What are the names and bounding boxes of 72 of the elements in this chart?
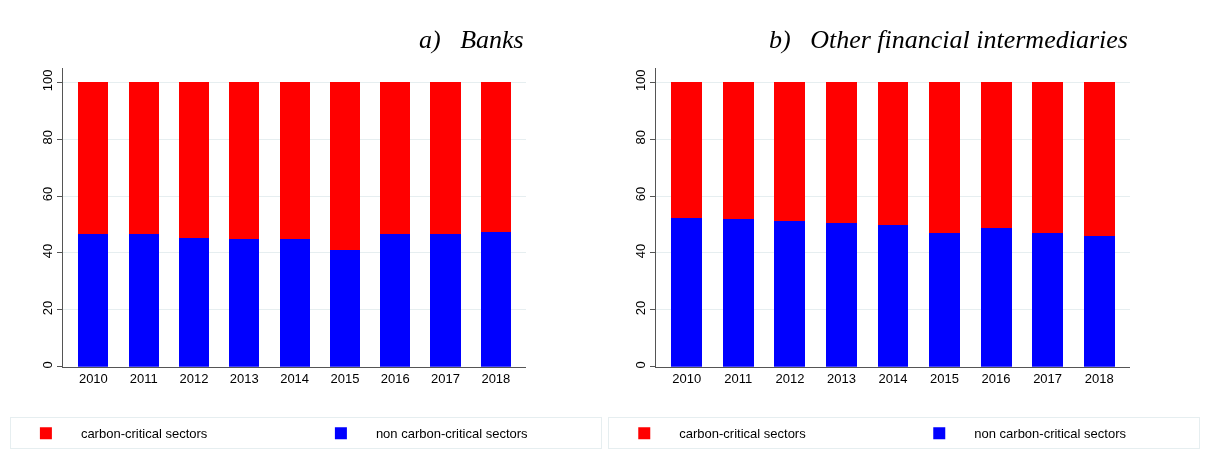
bar [78, 233, 109, 367]
y-tick-label: 60 [39, 186, 55, 202]
bar [128, 234, 159, 367]
x-tick-label: 2017 [1033, 371, 1063, 387]
y-tick-label: 20 [39, 300, 55, 316]
bar [774, 220, 806, 367]
chart-title: b) Other financial intermediaries [769, 25, 1128, 54]
bar [380, 234, 411, 367]
y-tick-label: 40 [632, 243, 648, 259]
legend-label: non carbon-critical sectors [375, 426, 529, 442]
y-tick-label: 80 [39, 129, 55, 145]
bar [825, 82, 857, 224]
bar [722, 218, 754, 367]
x-tick-label: 2012 [775, 371, 805, 387]
bar [877, 224, 909, 367]
x-tick-label: 2013 [229, 371, 259, 387]
bar [329, 82, 361, 250]
bar [178, 237, 210, 367]
y-tick-label: 100 [39, 69, 55, 92]
x-tick-label: 2015 [330, 371, 360, 387]
bar [128, 82, 159, 235]
y-tick-label: 40 [39, 243, 55, 259]
legend-label: non carbon-critical sectors [974, 426, 1127, 442]
x-tick-label: 2010 [672, 371, 702, 387]
bar [877, 82, 909, 225]
bar [380, 82, 411, 235]
legend-label: carbon-critical sectors [679, 426, 807, 442]
bar [178, 82, 210, 238]
bar [825, 223, 857, 367]
bar [774, 82, 806, 221]
bar [980, 227, 1012, 367]
bar [229, 239, 260, 367]
x-tick-label: 2016 [380, 371, 410, 387]
bar [671, 82, 703, 218]
bar [279, 82, 310, 240]
y-tick-label: 0 [39, 361, 55, 369]
bar [722, 82, 754, 219]
bar [1083, 82, 1115, 237]
bar [480, 82, 511, 232]
bar [279, 239, 310, 367]
x-tick-label: 2012 [179, 371, 209, 387]
bar [1032, 232, 1064, 367]
bar [430, 233, 461, 367]
x-tick-label: 2015 [930, 371, 959, 387]
x-tick-label: 2016 [981, 371, 1011, 387]
x-tick-label: 2017 [431, 371, 461, 387]
bar [78, 82, 109, 234]
y-tick-label: 20 [632, 300, 648, 316]
bar [980, 82, 1012, 228]
y-tick-label: 100 [632, 69, 648, 92]
x-tick-label: 2014 [280, 371, 310, 387]
bar [929, 232, 960, 367]
x-tick-label: 2018 [481, 371, 511, 387]
x-tick-label: 2010 [78, 371, 108, 387]
bar [329, 249, 361, 367]
bar [229, 82, 260, 240]
bar [929, 82, 960, 233]
y-tick-label: 0 [632, 361, 648, 369]
x-tick-label: 2018 [1084, 371, 1114, 387]
chart-title: a) Banks [419, 25, 524, 54]
bar [1032, 82, 1064, 233]
x-tick-label: 2011 [129, 371, 158, 387]
x-tick-label: 2013 [826, 371, 856, 387]
y-tick-label: 80 [632, 129, 648, 145]
bar [430, 82, 461, 234]
bar [671, 217, 703, 367]
bar [480, 231, 511, 367]
y-tick-label: 60 [632, 186, 648, 202]
legend-label: carbon-critical sectors [80, 426, 208, 442]
x-tick-label: 2014 [878, 371, 908, 387]
x-tick-label: 2011 [724, 371, 753, 387]
bar [1083, 236, 1115, 367]
